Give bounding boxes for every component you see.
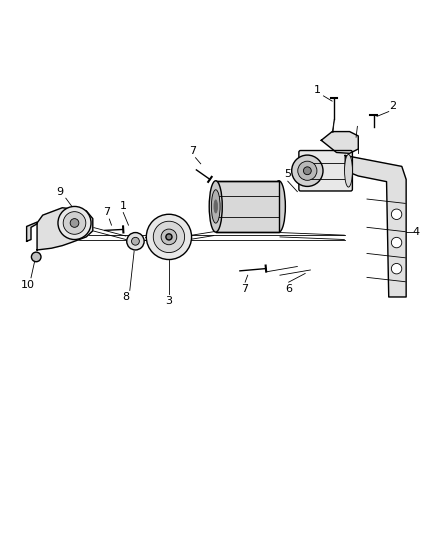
Text: 10: 10 bbox=[21, 279, 35, 289]
Circle shape bbox=[391, 209, 402, 220]
Text: 5: 5 bbox=[284, 169, 291, 180]
Text: 8: 8 bbox=[122, 292, 129, 302]
Circle shape bbox=[391, 237, 402, 248]
Text: 1: 1 bbox=[120, 201, 127, 211]
Bar bbox=[216, 181, 279, 232]
Text: 7: 7 bbox=[240, 284, 248, 294]
Circle shape bbox=[32, 252, 41, 262]
Text: 4: 4 bbox=[413, 227, 420, 237]
Text: 7: 7 bbox=[189, 146, 197, 156]
Circle shape bbox=[131, 237, 139, 245]
Ellipse shape bbox=[345, 155, 353, 187]
Circle shape bbox=[391, 263, 402, 274]
Text: 1: 1 bbox=[314, 85, 321, 94]
Circle shape bbox=[153, 221, 185, 253]
Circle shape bbox=[292, 155, 323, 187]
Text: 3: 3 bbox=[166, 296, 173, 306]
Text: 7: 7 bbox=[103, 207, 111, 217]
Circle shape bbox=[63, 212, 86, 235]
Polygon shape bbox=[321, 132, 358, 154]
Ellipse shape bbox=[212, 190, 220, 223]
Ellipse shape bbox=[214, 200, 218, 213]
Circle shape bbox=[298, 161, 317, 180]
Ellipse shape bbox=[272, 181, 286, 232]
Polygon shape bbox=[37, 208, 93, 250]
Circle shape bbox=[146, 214, 191, 260]
Circle shape bbox=[58, 206, 91, 239]
Text: 6: 6 bbox=[285, 284, 292, 294]
Circle shape bbox=[127, 232, 144, 250]
Circle shape bbox=[304, 167, 311, 175]
Ellipse shape bbox=[209, 181, 222, 232]
Text: 9: 9 bbox=[57, 187, 64, 197]
Circle shape bbox=[161, 229, 177, 245]
Polygon shape bbox=[345, 156, 406, 297]
Circle shape bbox=[70, 219, 79, 228]
FancyBboxPatch shape bbox=[299, 150, 353, 191]
Polygon shape bbox=[27, 222, 37, 241]
Circle shape bbox=[166, 234, 172, 240]
Text: 2: 2 bbox=[389, 101, 396, 111]
